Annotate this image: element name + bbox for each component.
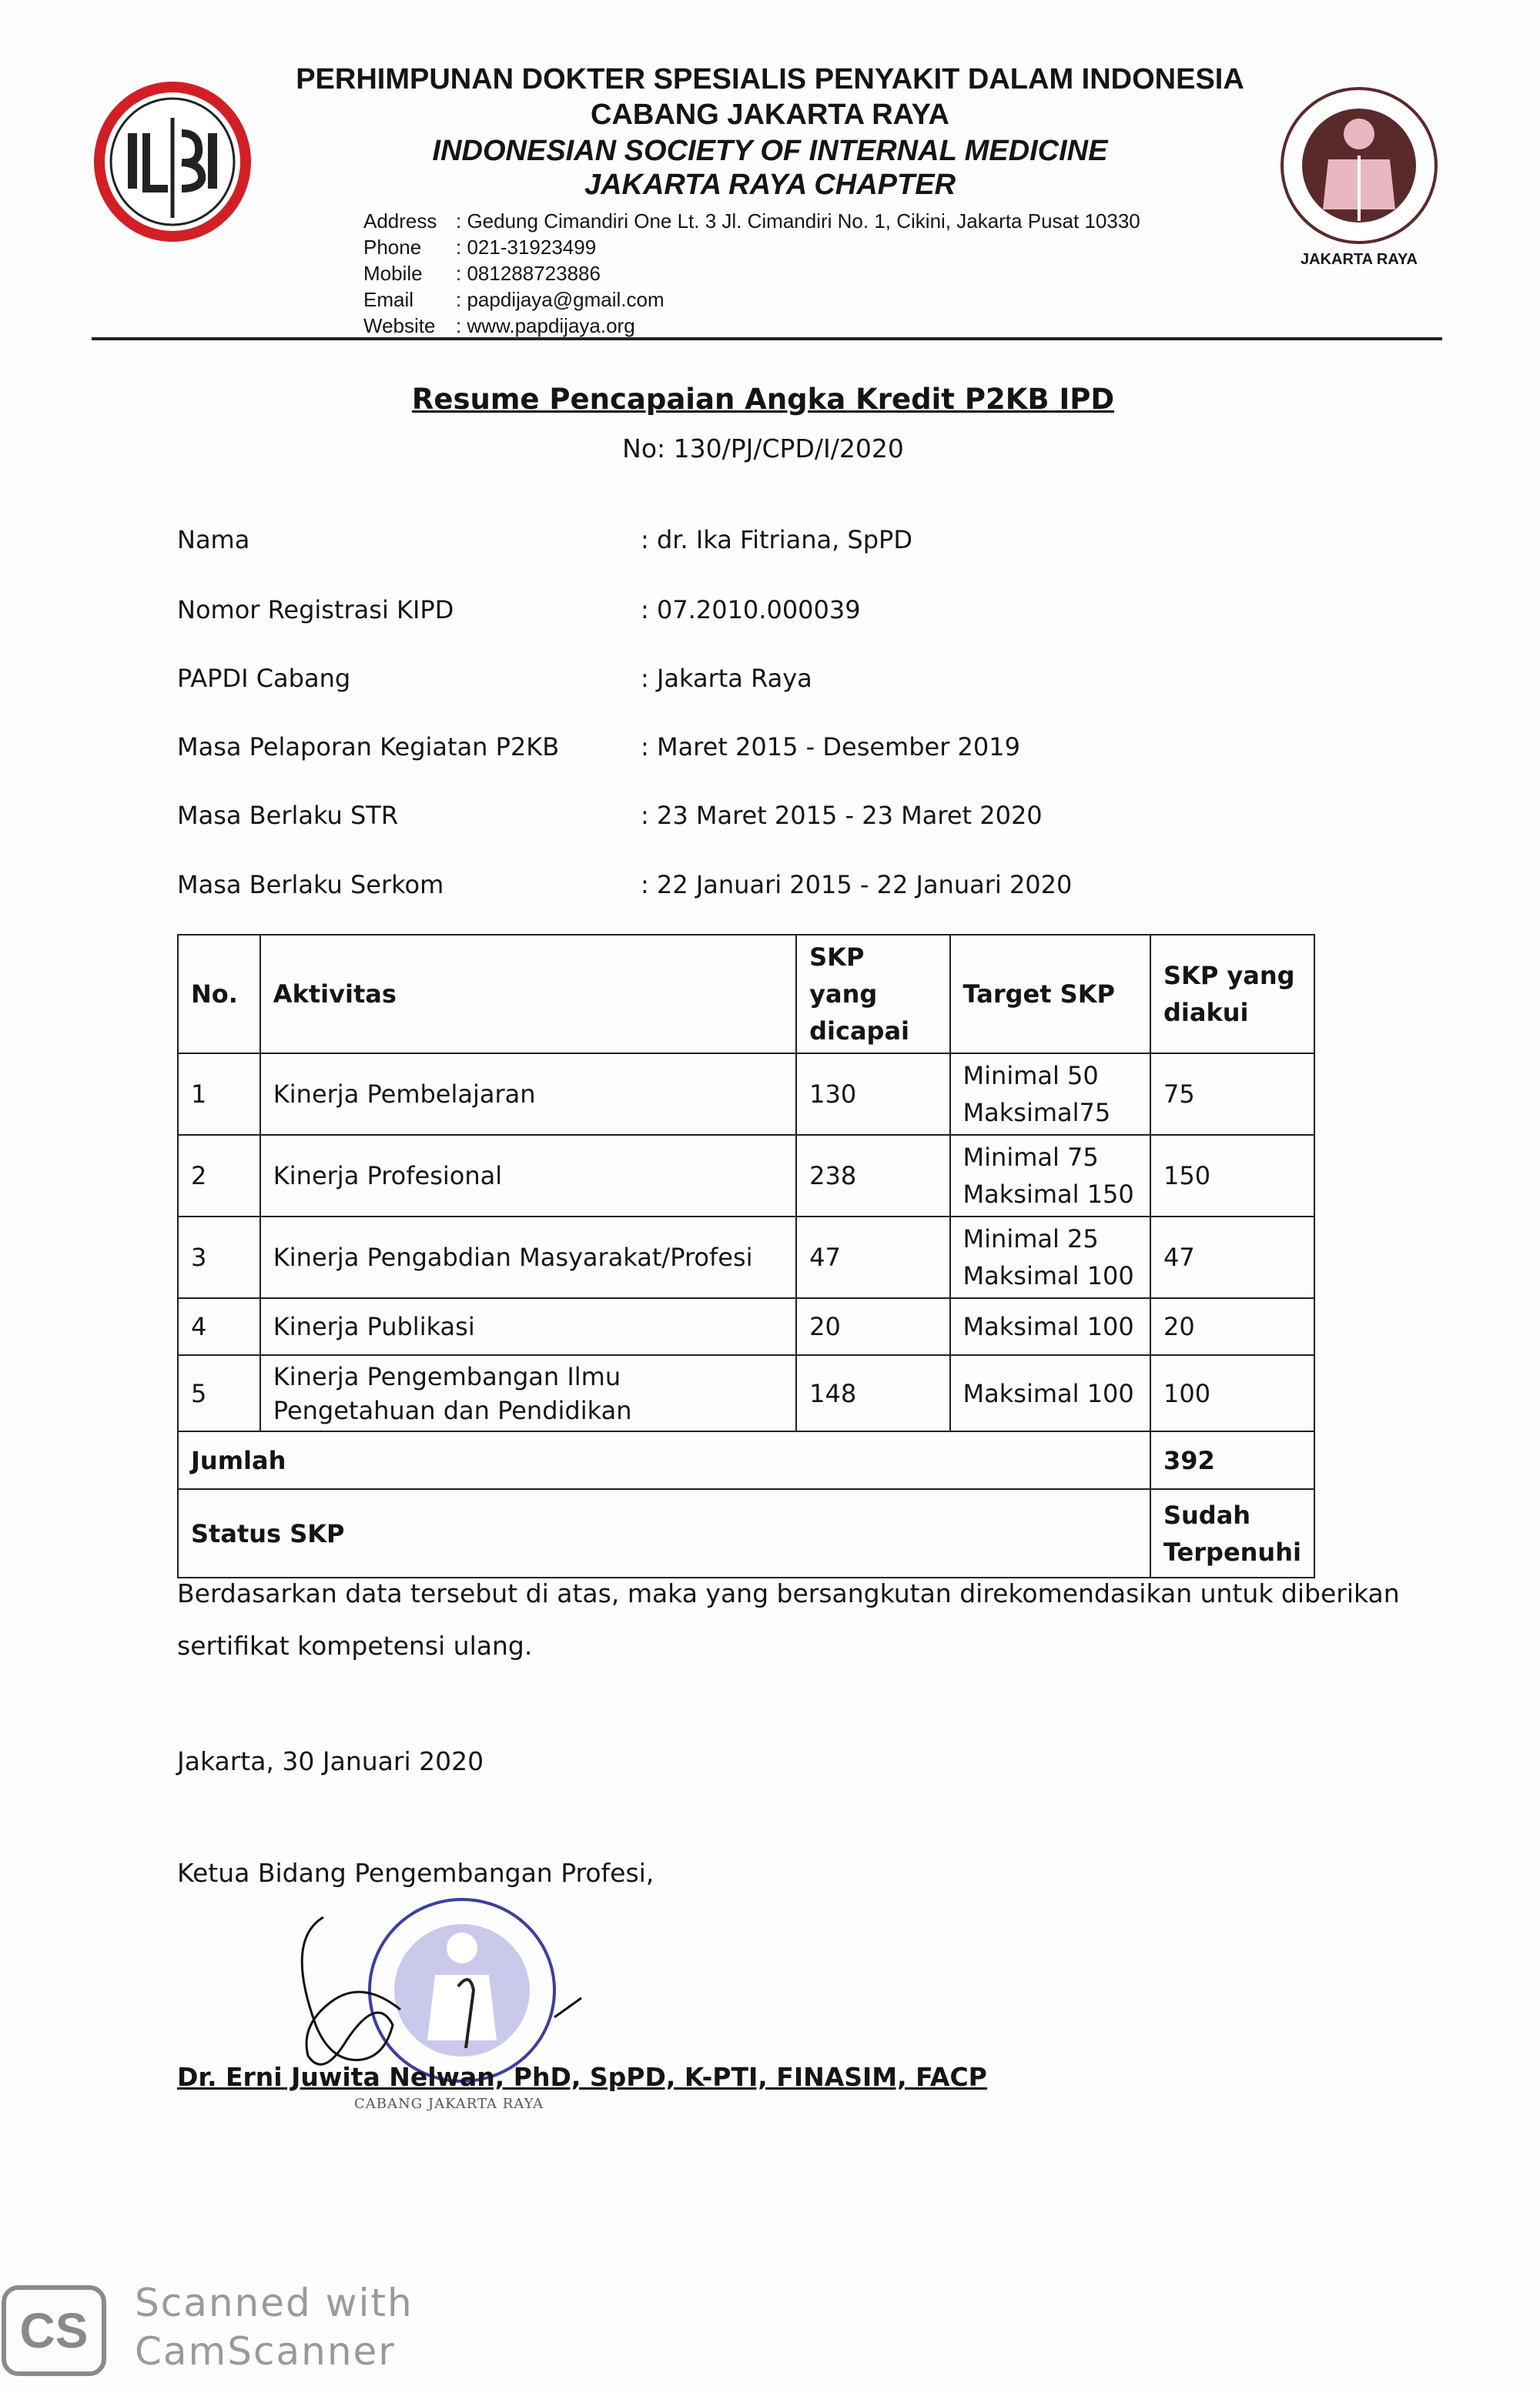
signatory-name: Dr. Erni Juwita Nelwan, PhD, SpPD, K-PTI… — [177, 2062, 987, 2092]
skp-table: No. Aktivitas SKP yang dicapai Target SK… — [177, 934, 1316, 1578]
header-no: No. — [177, 934, 261, 1054]
field-kipd-label: Nomor Registrasi KIPD — [177, 595, 454, 624]
total-label: Jumlah — [177, 1431, 1151, 1490]
field-cabang-label: PAPDI Cabang — [177, 664, 351, 693]
target-min: Minimal 75 — [962, 1143, 1099, 1172]
field-pelaporan-value: : Maret 2015 - Desember 2019 — [641, 732, 1020, 761]
target-min: Minimal 25 — [962, 1224, 1099, 1253]
cell-recognized: 47 — [1149, 1216, 1316, 1299]
idi-logo — [91, 79, 254, 245]
place-date: Jakarta, 30 Januari 2020 — [177, 1746, 484, 1776]
cell-recognized: 150 — [1149, 1134, 1316, 1217]
cell-no: 5 — [177, 1354, 261, 1432]
field-nama-label: Nama — [177, 525, 250, 554]
cell-activity: Kinerja Pengabdian Masyarakat/Profesi — [259, 1216, 798, 1299]
cell-no: 4 — [177, 1297, 261, 1356]
contact-website: Website : www.papdijaya.org — [363, 314, 635, 338]
contact-label: Email — [363, 288, 414, 311]
papdi-logo-caption: JAKARTA RAYA — [1301, 251, 1418, 268]
letterhead-line3: INDONESIAN SOCIETY OF INTERNAL MEDICINE — [432, 135, 1108, 167]
document-title: Resume Pencapaian Angka Kredit P2KB IPD — [411, 383, 1115, 416]
signatory-title: Ketua Bidang Pengembangan Profesi, — [177, 1858, 654, 1888]
cell-target: Minimal 25 Maksimal 100 — [949, 1216, 1151, 1299]
field-pelaporan-label: Masa Pelaporan Kegiatan P2KB — [177, 732, 560, 761]
header-aktivitas: Aktivitas — [259, 934, 798, 1054]
total-row: Jumlah 392 — [177, 1431, 1316, 1490]
header-diakui: SKP yang diakui — [1149, 934, 1316, 1054]
field-nama-value: : dr. Ika Fitriana, SpPD — [641, 525, 912, 554]
cell-recognized: 20 — [1149, 1297, 1316, 1356]
field-str-label: Masa Berlaku STR — [177, 801, 399, 830]
field-serkom-value: : 22 Januari 2015 - 22 Januari 2020 — [641, 870, 1073, 899]
camscanner-logo: CS — [2, 2285, 106, 2376]
contact-value: : papdijaya@gmail.com — [456, 288, 665, 311]
contact-address: Address : Gedung Cimandiri One Lt. 3 Jl. … — [363, 209, 1140, 233]
table-row: 4 Kinerja Publikasi 20 Maksimal 100 20 — [177, 1297, 1316, 1356]
status-label: Status SKP — [177, 1488, 1151, 1578]
table-row: 2 Kinerja Profesional 238 Minimal 75 Maks… — [177, 1134, 1316, 1217]
field-cabang-value: : Jakarta Raya — [641, 664, 812, 693]
status-row: Status SKP Sudah Terpenuhi — [177, 1488, 1316, 1578]
contact-phone: Phone : 021-31923499 — [363, 236, 596, 259]
contact-value: : 021-31923499 — [456, 236, 597, 259]
status-value: Sudah Terpenuhi — [1149, 1488, 1316, 1578]
target-min: Minimal 50 — [962, 1061, 1099, 1090]
cell-achieved: 47 — [795, 1216, 951, 1299]
contact-label: Website — [363, 314, 436, 337]
cell-recognized: 75 — [1149, 1053, 1316, 1136]
handwritten-signature — [277, 1909, 585, 2087]
letterhead-line4: JAKARTA RAYA CHAPTER — [584, 169, 956, 201]
total-value: 392 — [1149, 1431, 1316, 1490]
cell-no: 3 — [177, 1216, 261, 1299]
field-kipd-value: : 07.2010.000039 — [641, 595, 861, 624]
table-row: 1 Kinerja Pembelajaran 130 Minimal 50 Mak… — [177, 1053, 1316, 1136]
contact-label: Mobile — [363, 262, 423, 285]
recommendation-line2: sertifikat kompetensi ulang. — [177, 1631, 533, 1661]
papdi-logo — [1280, 86, 1438, 245]
letterhead-line2: CABANG JAKARTA RAYA — [591, 99, 949, 131]
contact-label: Phone — [363, 236, 422, 259]
cell-target: Maksimal 100 — [949, 1354, 1151, 1432]
cell-activity: Kinerja Profesional — [259, 1134, 798, 1217]
cell-achieved: 148 — [795, 1354, 951, 1432]
cell-activity: Kinerja Publikasi — [259, 1297, 798, 1356]
cell-no: 2 — [177, 1134, 261, 1217]
field-str-value: : 23 Maret 2015 - 23 Maret 2020 — [641, 801, 1043, 830]
official-stamp — [362, 1894, 562, 2087]
contact-value: : 081288723886 — [456, 262, 601, 285]
table-row: 3 Kinerja Pengabdian Masyarakat/Profesi … — [177, 1216, 1316, 1299]
table-header-row: No. Aktivitas SKP yang dicapai Target SK… — [177, 934, 1316, 1054]
camscanner-line2: CamScanner — [135, 2329, 396, 2374]
cell-target: Minimal 50 Maksimal75 — [949, 1053, 1151, 1136]
letterhead-line1: PERHIMPUNAN DOKTER SPESIALIS PENYAKIT DA… — [296, 63, 1244, 95]
stamp-caption: CABANG JAKARTA RAYA — [354, 2096, 544, 2112]
table-row: 5 Kinerja Pengembangan Ilmu Pengetahuan … — [177, 1354, 1316, 1432]
cell-recognized: 100 — [1149, 1354, 1316, 1432]
recommendation-line1: Berdasarkan data tersebut di atas, maka … — [177, 1578, 1400, 1608]
target-max: Maksimal 100 — [962, 1261, 1134, 1290]
header-target: Target SKP — [949, 934, 1151, 1054]
cell-achieved: 238 — [795, 1134, 951, 1217]
contact-value: : www.papdijaya.org — [456, 314, 635, 337]
contact-value: : Gedung Cimandiri One Lt. 3 Jl. Cimandi… — [456, 209, 1140, 233]
cell-achieved: 20 — [795, 1297, 951, 1356]
target-max: Maksimal75 — [962, 1098, 1111, 1127]
header-dicapai: SKP yang dicapai — [795, 934, 951, 1054]
cell-target: Minimal 75 Maksimal 150 — [949, 1134, 1151, 1217]
document-number: No: 130/PJ/CPD/I/2020 — [622, 433, 904, 464]
cell-activity: Kinerja Pembelajaran — [259, 1053, 798, 1136]
field-serkom-label: Masa Berlaku Serkom — [177, 870, 444, 899]
contact-mobile: Mobile : 081288723886 — [363, 262, 601, 286]
contact-email: Email : papdijaya@gmail.com — [363, 288, 665, 312]
header-divider — [92, 337, 1442, 340]
contact-label: Address — [363, 209, 437, 233]
cell-target: Maksimal 100 — [949, 1297, 1151, 1356]
cell-no: 1 — [177, 1053, 261, 1136]
cell-achieved: 130 — [795, 1053, 951, 1136]
camscanner-line1: Scanned with — [135, 2281, 413, 2325]
target-max: Maksimal 150 — [962, 1180, 1134, 1209]
cell-activity: Kinerja Pengembangan Ilmu Pengetahuan da… — [259, 1354, 798, 1432]
